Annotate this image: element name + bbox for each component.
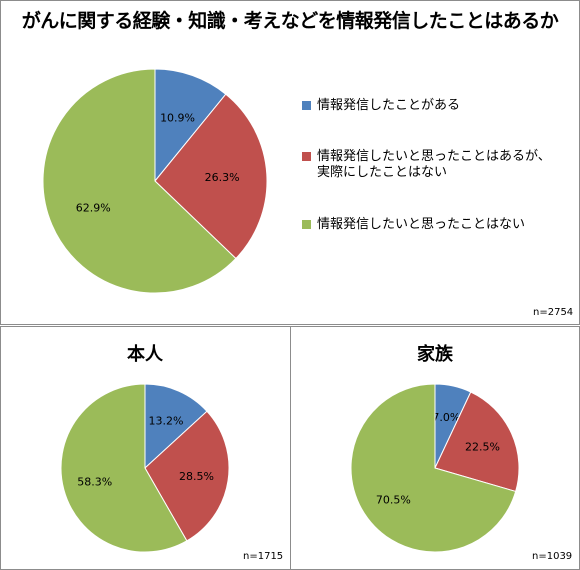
overall-pie-slice-sent: [154, 68, 227, 183]
overall-slice-label-wanted: 26.3%: [205, 171, 240, 184]
family-pie-slice-wanted: [434, 391, 520, 493]
legend-item-wanted: 情報発信したいと思ったことはあるが、実際にしたことはない: [302, 149, 552, 181]
family-slice-label-sent: 7.0%: [432, 411, 460, 424]
legend-item-never: 情報発信したいと思ったことはない: [302, 217, 572, 233]
overall-pie-slice-never: [42, 68, 237, 294]
chart-title: がんに関する経験・知識・考えなどを情報発信したことはあるか: [21, 10, 559, 32]
legend-swatch-red: [302, 152, 311, 161]
family-chart-title: 家族: [417, 344, 453, 365]
legend-swatch-green: [302, 220, 311, 229]
family-slice-label-wanted: 22.5%: [465, 441, 500, 454]
self-chart-title: 本人: [127, 344, 163, 365]
legend-label: 情報発信したいと思ったことはあるが、実際にしたことはない: [317, 149, 551, 180]
legend-label: 情報発信したいと思ったことはない: [317, 217, 526, 232]
legend-item-sent: 情報発信したことがある: [302, 98, 572, 114]
legend-label: 情報発信したことがある: [317, 98, 461, 113]
legend-swatch-blue: [302, 101, 311, 110]
self-slice-label-sent: 13.2%: [149, 414, 184, 427]
overall-pie-slice-wanted: [154, 93, 268, 260]
family-pie-slice-never: [350, 383, 517, 553]
self-pie-slice-never: [60, 383, 188, 553]
family-slice-label-never: 70.5%: [376, 493, 411, 506]
overall-slice-label-sent: 10.9%: [160, 112, 195, 125]
self-slice-label-wanted: 28.5%: [179, 470, 214, 483]
self-n-label: n=1715: [243, 551, 284, 562]
overall-slice-label-never: 62.9%: [76, 201, 111, 214]
overall-n-label: n=2754: [533, 307, 574, 318]
self-slice-label-never: 58.3%: [77, 475, 112, 488]
self-pie-slice-sent: [144, 383, 208, 470]
self-pie-slice-wanted: [144, 410, 230, 542]
family-n-label: n=1039: [532, 551, 573, 562]
